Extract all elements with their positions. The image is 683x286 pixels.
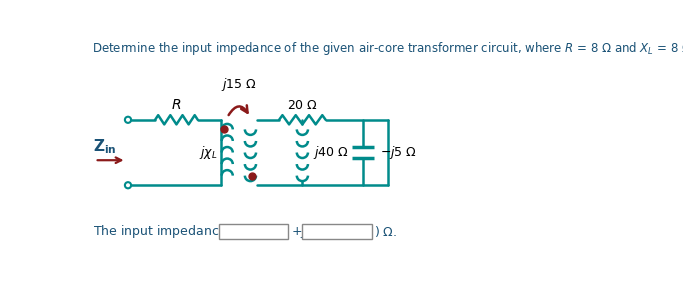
Text: $+j$: $+j$ [291, 223, 307, 240]
Bar [219, 224, 288, 239]
FancyArrowPatch shape [229, 105, 247, 115]
Text: ) $\Omega$.: ) $\Omega$. [374, 224, 398, 239]
Text: The input impedance $Z_{in}$ = (: The input impedance $Z_{in}$ = ( [93, 223, 271, 240]
Text: $20\ \Omega$: $20\ \Omega$ [287, 99, 318, 112]
Text: $-j5\ \Omega$: $-j5\ \Omega$ [380, 144, 417, 161]
Text: $R$: $R$ [171, 98, 181, 112]
Text: Determine the input impedance of the given air-core transformer circuit, where $: Determine the input impedance of the giv… [92, 41, 683, 57]
Bar [303, 224, 372, 239]
Text: $\mathbf{Z}_{\mathbf{in}}$: $\mathbf{Z}_{\mathbf{in}}$ [93, 137, 117, 156]
Text: $j15\ \Omega$: $j15\ \Omega$ [221, 76, 257, 93]
Text: $j40\ \Omega$: $j40\ \Omega$ [313, 144, 349, 161]
Text: $j\chi_L$: $j\chi_L$ [199, 144, 217, 161]
